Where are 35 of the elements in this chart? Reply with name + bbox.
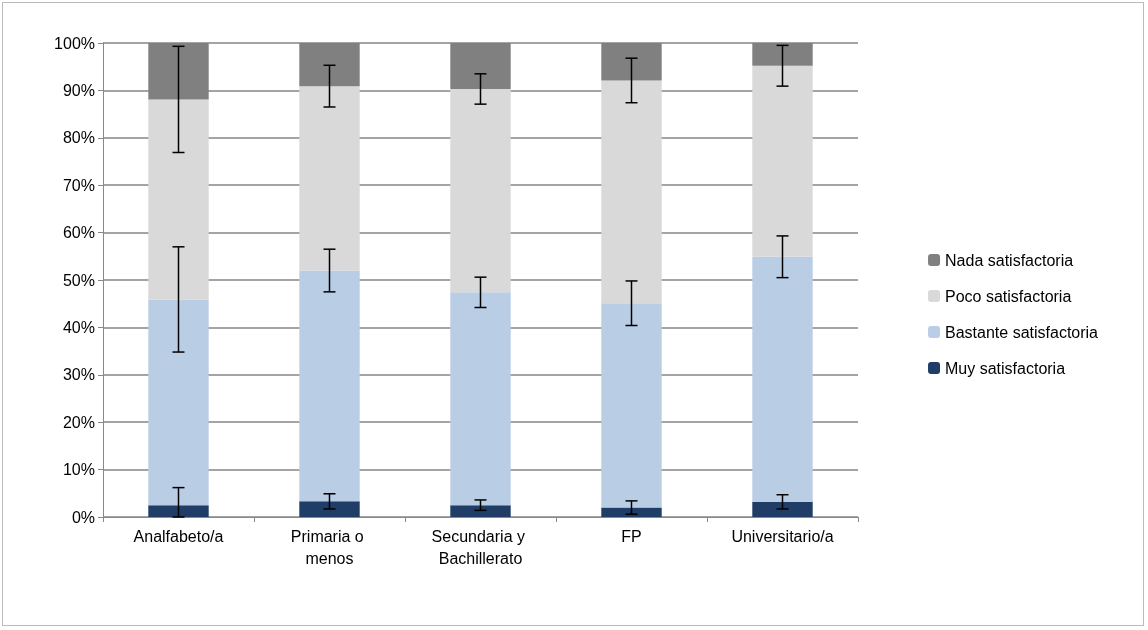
x-tick-label: FP: [621, 527, 642, 545]
y-tick-label: 10%: [62, 461, 95, 479]
bar: [601, 303, 662, 508]
bar: [450, 292, 511, 506]
bar: [752, 501, 813, 517]
bar: [752, 256, 813, 502]
y-tick-label: 50%: [62, 271, 95, 289]
bar: [450, 505, 511, 517]
bar: [752, 65, 813, 257]
x-tick-label: Primaria o menos: [290, 527, 369, 567]
bar: [299, 270, 360, 502]
y-tick-label: 20%: [62, 413, 95, 431]
y-tick-label: 100%: [54, 34, 95, 52]
bar: [148, 99, 209, 300]
y-tick-label: 90%: [62, 81, 95, 99]
bar: [148, 299, 209, 506]
y-tick-label: 40%: [62, 318, 95, 336]
y-tick-label: 0%: [71, 508, 95, 526]
legend-label: Poco satisfactoria: [945, 287, 1072, 305]
bar: [299, 501, 360, 517]
x-tick-label: Analfabeto/a: [133, 527, 224, 545]
legend-label: Bastante satisfactoria: [945, 323, 1099, 341]
y-tick-label: 70%: [62, 176, 95, 194]
y-tick-label: 30%: [62, 366, 95, 384]
y-tick-label: 60%: [62, 224, 95, 242]
x-tick-label: Universitario/a: [731, 527, 834, 545]
bar: [601, 80, 662, 304]
bar: [601, 507, 662, 517]
bar: [148, 505, 209, 517]
legend-label: Muy satisfactoria: [945, 359, 1066, 377]
bar: [450, 88, 511, 293]
x-tick-label: Secundaria y Bachillerato: [431, 527, 530, 567]
y-tick-label: 80%: [62, 129, 95, 147]
legend-label: Nada satisfactoria: [945, 251, 1074, 269]
bar: [299, 86, 360, 271]
